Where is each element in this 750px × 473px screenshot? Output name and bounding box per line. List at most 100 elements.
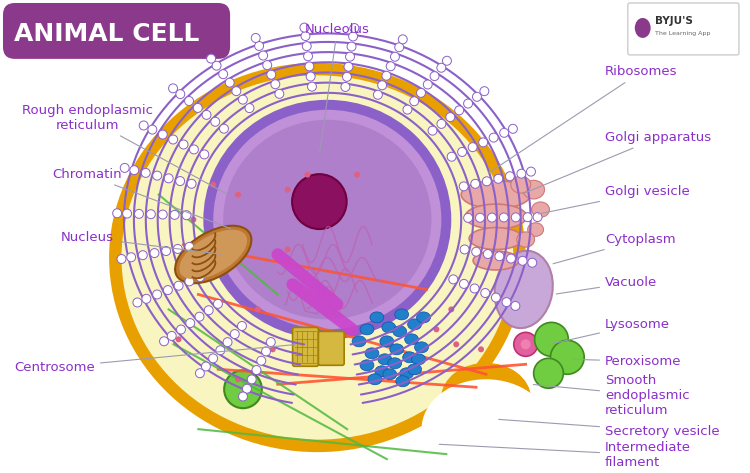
Ellipse shape [140,121,148,130]
Ellipse shape [388,358,402,369]
Ellipse shape [422,379,550,473]
Text: Peroxisome: Peroxisome [573,355,682,368]
Ellipse shape [396,376,410,387]
Ellipse shape [267,70,276,79]
Ellipse shape [162,246,170,255]
Ellipse shape [292,174,346,229]
Ellipse shape [346,52,355,61]
Ellipse shape [122,75,513,439]
Ellipse shape [524,213,532,222]
Text: Smooth
endoplasmic
reticulum: Smooth endoplasmic reticulum [533,374,690,417]
Ellipse shape [127,253,136,262]
Ellipse shape [360,360,374,371]
Ellipse shape [167,332,176,341]
Ellipse shape [211,117,220,126]
Ellipse shape [160,337,169,346]
Ellipse shape [511,301,520,310]
Ellipse shape [481,289,490,298]
Ellipse shape [210,182,216,188]
Ellipse shape [403,352,416,363]
Text: Golgi apparatus: Golgi apparatus [524,131,711,193]
Ellipse shape [216,346,225,355]
Ellipse shape [179,230,248,280]
Ellipse shape [464,213,472,222]
Ellipse shape [212,61,221,70]
Ellipse shape [489,133,498,142]
Ellipse shape [190,217,196,223]
Ellipse shape [158,210,167,219]
Ellipse shape [117,254,126,263]
Ellipse shape [350,24,358,33]
Ellipse shape [146,210,155,219]
Ellipse shape [393,326,406,337]
Ellipse shape [190,145,199,154]
Ellipse shape [130,166,139,175]
Ellipse shape [308,82,316,91]
Ellipse shape [354,172,360,178]
Ellipse shape [382,322,396,333]
Ellipse shape [533,212,542,221]
Ellipse shape [452,373,520,425]
Ellipse shape [476,213,484,222]
Ellipse shape [176,176,184,185]
Ellipse shape [360,324,374,335]
Ellipse shape [185,242,194,251]
Ellipse shape [398,35,407,44]
Ellipse shape [196,369,204,378]
FancyBboxPatch shape [292,327,319,366]
Ellipse shape [517,169,526,178]
Ellipse shape [203,100,452,339]
Ellipse shape [343,72,352,81]
Ellipse shape [259,51,268,60]
Ellipse shape [523,180,544,199]
Ellipse shape [437,119,446,128]
Ellipse shape [433,326,439,333]
Ellipse shape [235,192,241,198]
Ellipse shape [251,34,260,43]
Ellipse shape [430,71,439,80]
Ellipse shape [285,187,290,193]
Ellipse shape [200,150,208,159]
Ellipse shape [375,366,388,377]
Ellipse shape [416,88,425,97]
Ellipse shape [134,210,143,219]
Ellipse shape [394,43,404,52]
Ellipse shape [133,298,142,307]
Ellipse shape [365,348,379,359]
Ellipse shape [173,245,182,254]
Ellipse shape [109,63,526,452]
Ellipse shape [391,52,400,61]
Ellipse shape [400,368,413,379]
Ellipse shape [141,168,150,177]
Ellipse shape [305,62,314,71]
Ellipse shape [120,163,129,172]
Ellipse shape [423,80,432,89]
Ellipse shape [271,80,280,89]
Ellipse shape [306,72,315,81]
FancyBboxPatch shape [628,3,739,55]
Text: Rough endoplasmic
reticulum: Rough endoplasmic reticulum [22,104,226,193]
Text: Golgi vesicle: Golgi vesicle [538,185,690,214]
Ellipse shape [448,275,458,284]
Ellipse shape [461,181,531,209]
Ellipse shape [464,99,472,108]
Ellipse shape [390,344,404,355]
Ellipse shape [517,232,535,247]
Ellipse shape [374,90,382,99]
Ellipse shape [238,95,248,104]
Ellipse shape [223,338,232,347]
Ellipse shape [164,174,173,183]
Ellipse shape [148,125,157,134]
Ellipse shape [470,228,523,250]
Ellipse shape [245,104,254,113]
Ellipse shape [403,105,412,114]
Ellipse shape [494,174,502,183]
Ellipse shape [344,62,353,71]
Ellipse shape [195,312,204,321]
Ellipse shape [459,182,468,191]
Ellipse shape [460,245,469,254]
Text: ANIMAL CELL: ANIMAL CELL [14,22,200,46]
Ellipse shape [378,81,386,90]
Ellipse shape [447,152,456,161]
Ellipse shape [528,258,537,267]
